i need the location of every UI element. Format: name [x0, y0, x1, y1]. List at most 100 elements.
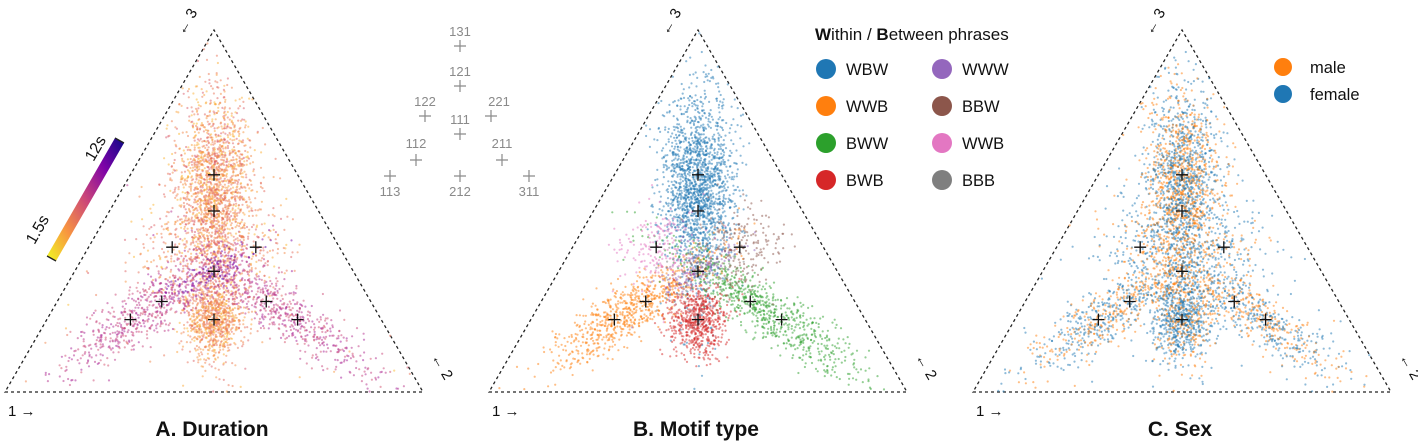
data-point: [231, 142, 235, 145]
data-point: [306, 313, 309, 317]
data-point: [184, 182, 187, 185]
data-point: [195, 304, 199, 307]
data-point: [720, 152, 723, 155]
data-point: [60, 367, 63, 370]
data-point: [142, 322, 145, 325]
data-point: [230, 327, 233, 330]
data-point: [263, 190, 266, 193]
data-point: [333, 370, 336, 373]
data-point: [224, 186, 227, 189]
data-point: [194, 134, 197, 138]
data-point: [340, 361, 343, 364]
data-point: [197, 118, 200, 122]
data-point: [182, 264, 185, 268]
data-point: [196, 168, 199, 171]
data-point: [173, 260, 176, 263]
data-point: [290, 255, 293, 259]
data-point: [197, 228, 200, 231]
data-point: [171, 288, 174, 292]
data-point: [96, 362, 99, 365]
data-point: [190, 106, 193, 109]
data-point: [112, 310, 115, 313]
data-point: [230, 226, 234, 230]
data-point: [95, 342, 98, 345]
data-point: [209, 331, 212, 334]
data-point: [239, 222, 242, 225]
data-point: [187, 162, 190, 165]
data-point: [195, 280, 198, 283]
data-point: [148, 227, 151, 230]
data-point: [194, 235, 197, 238]
data-point: [163, 354, 166, 357]
data-point: [211, 124, 214, 127]
data-point: [199, 179, 202, 183]
data-point: [272, 228, 275, 231]
data-point: [178, 103, 181, 106]
data-point: [213, 152, 217, 156]
data-point: [146, 337, 149, 340]
data-point: [222, 154, 225, 157]
data-point: [255, 278, 258, 281]
data-point: [205, 222, 208, 225]
data-point: [218, 143, 222, 147]
data-point: [252, 240, 255, 243]
data-point: [732, 192, 735, 195]
data-point: [295, 302, 298, 305]
data-point: [180, 332, 183, 335]
data-point: [213, 127, 216, 130]
data-point: [339, 348, 342, 352]
data-point: [242, 211, 245, 214]
data-point: [350, 346, 353, 349]
data-point: [230, 214, 233, 218]
data-point: [262, 176, 265, 179]
data-point: [645, 134, 648, 138]
data-point: [227, 326, 230, 329]
data-point: [104, 336, 107, 339]
data-point: [227, 300, 230, 303]
data-point: [310, 304, 313, 308]
data-point: [212, 157, 215, 160]
data-point: [195, 178, 198, 181]
data-point: [151, 304, 154, 307]
data-point: [159, 256, 162, 259]
data-point: [218, 215, 221, 218]
data-point: [222, 147, 225, 150]
data-point: [322, 344, 326, 347]
data-point: [108, 326, 111, 329]
data-point: [164, 256, 167, 259]
data-point: [278, 327, 281, 331]
data-point: [202, 226, 205, 229]
data-point: [193, 164, 196, 167]
data-point: [211, 254, 214, 257]
data-point: [201, 375, 204, 378]
data-point: [226, 264, 229, 267]
data-point: [117, 351, 120, 354]
data-point: [70, 358, 73, 361]
data-point: [90, 347, 93, 350]
data-point: [191, 169, 194, 172]
data-point: [218, 202, 221, 205]
data-point: [155, 324, 158, 327]
data-point: [189, 187, 192, 190]
data-point: [123, 327, 126, 330]
data-point: [81, 330, 84, 333]
data-point: [102, 331, 106, 334]
data-point: [232, 235, 235, 238]
data-point: [250, 183, 253, 186]
data-point: [219, 135, 222, 138]
data-point: [177, 257, 181, 260]
data-point: [268, 276, 271, 279]
data-point: [182, 201, 185, 205]
data-point: [196, 316, 199, 319]
data-point: [192, 122, 195, 125]
data-point: [318, 320, 321, 323]
data-point: [176, 198, 179, 201]
data-point: [227, 314, 230, 317]
data-point: [274, 231, 277, 234]
panel-duration: 1 → ← 2 ← 3 A. Duration 1.5s 12s: [3, 6, 456, 441]
data-point: [257, 296, 260, 299]
data-point: [186, 309, 189, 313]
data-point: [281, 322, 284, 326]
data-point: [195, 260, 198, 263]
data-point: [131, 333, 134, 336]
